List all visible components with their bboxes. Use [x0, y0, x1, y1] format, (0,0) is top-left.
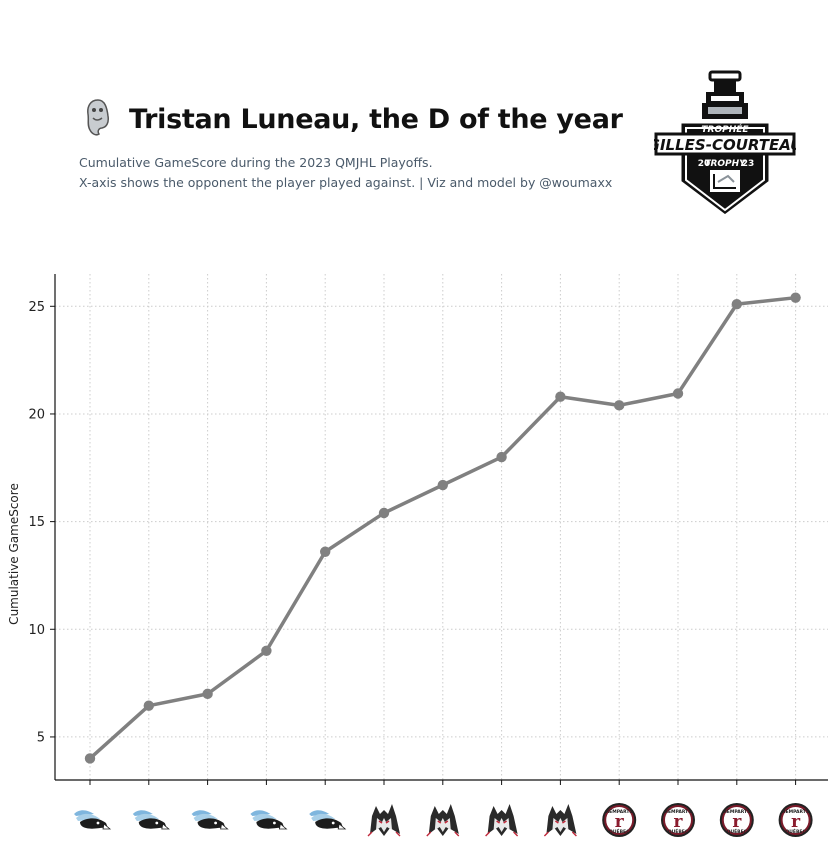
husky-accent-icon — [367, 831, 401, 837]
drakkar-head-icon — [256, 818, 285, 829]
trophy-year-left: 20 — [698, 159, 711, 169]
data-point — [790, 292, 801, 303]
husky-accent-icon — [485, 831, 519, 837]
drakkar-bird-logo — [309, 810, 347, 830]
drakkar-beak-icon — [220, 823, 229, 830]
remparts-text-top: REMPARTS — [665, 809, 692, 815]
data-point — [320, 546, 331, 557]
drakkar-eye-icon — [273, 821, 276, 825]
remparts-letter: r — [674, 812, 684, 832]
remparts-letter: r — [615, 812, 625, 832]
husky-eye-icon — [561, 820, 566, 824]
data-point — [672, 388, 684, 399]
remparts-text-bottom: QUÉBEC — [727, 827, 748, 835]
data-point — [496, 451, 507, 463]
remparts-text-top: REMPARTS — [606, 809, 633, 815]
trophy-text-top: TROPHÉE — [701, 123, 749, 135]
drakkar-bird-logo — [74, 810, 112, 830]
remparts-letter: r — [791, 812, 801, 832]
husky-wolf-logo — [485, 804, 519, 837]
drakkar-beak-icon — [278, 823, 288, 830]
drakkar-bird-logo — [191, 810, 229, 830]
drakkar-eye-icon — [96, 821, 100, 825]
trophy-text-bottom: TROPHY — [704, 159, 747, 169]
husky-wolf-logo — [426, 804, 460, 837]
drakkar-eye-icon — [155, 821, 159, 825]
husky-eye-icon — [385, 820, 390, 824]
data-point — [378, 507, 390, 519]
husky-eye-icon — [554, 820, 559, 824]
data-point — [437, 479, 448, 491]
husky-face-icon — [552, 818, 569, 832]
drakkar-head-icon — [197, 818, 226, 829]
remparts-text-bottom: QUÉBEC — [609, 827, 630, 835]
drakkar-eye-icon — [214, 821, 217, 825]
remparts-text-top: REMPARTS — [782, 809, 809, 815]
remparts-inner-icon — [604, 805, 635, 835]
y-axis-title: Cumulative GameScore — [7, 483, 21, 625]
data-point — [261, 645, 272, 657]
husky-wolf-logo — [543, 804, 577, 837]
player-team-logo — [87, 99, 109, 136]
chart-subtitle-line1: Cumulative GameScore during the 2023 QMJ… — [79, 155, 433, 170]
remparts-inner-icon — [780, 805, 811, 835]
data-point — [143, 700, 154, 711]
series-cumulative-gamescore — [84, 292, 801, 764]
drakkar-bird-logo — [250, 810, 288, 830]
trophy-text-main: GILLES-COURTEAU — [654, 136, 796, 154]
husky-face-icon — [376, 818, 392, 832]
data-point — [555, 391, 566, 402]
husky-face-icon — [434, 818, 451, 832]
husky-face-icon — [493, 818, 510, 832]
chart-title: Tristan Luneau, the D of the year — [129, 104, 623, 135]
chart-subtitle-line2: X-axis shows the opponent the player pla… — [79, 175, 613, 190]
y-tick-label: 15 — [28, 515, 45, 530]
husky-eye-icon — [503, 820, 508, 824]
axis-ticks: 5 10 15 20 25 — [28, 300, 797, 785]
drakkar-eye-icon — [331, 821, 335, 825]
data-point — [202, 688, 213, 700]
remparts-text-bottom: QUÉBEC — [668, 827, 689, 835]
drakkar-head-icon — [138, 818, 167, 829]
gilles-courteau-trophy-logo: TROPHÉE GILLES-COURTEAU 20 TROPHY 23 — [654, 70, 796, 218]
data-point — [614, 400, 625, 411]
y-tick-label: 5 — [37, 730, 45, 745]
y-tick-label: 10 — [28, 623, 45, 638]
husky-eye-icon — [444, 820, 449, 824]
grid — [55, 274, 828, 780]
drakkar-beak-icon — [337, 823, 347, 830]
x-axis-opponent-logos: REMPARTSrQUÉBECREMPARTSrQUÉBECREMPARTSrQ… — [74, 803, 813, 837]
remparts-inner-icon — [721, 805, 752, 835]
husky-accent-icon — [543, 831, 577, 837]
y-tick-label: 25 — [28, 300, 45, 315]
y-tick-label: 20 — [28, 407, 45, 422]
drakkar-bird-logo — [132, 810, 170, 830]
husky-eye-icon — [437, 820, 442, 824]
husky-eye-icon — [378, 820, 383, 824]
husky-wolf-logo — [367, 804, 401, 837]
drakkar-head-icon — [315, 818, 344, 829]
drakkar-beak-icon — [161, 823, 170, 830]
drakkar-head-icon — [80, 818, 108, 829]
remparts-letter: r — [732, 812, 742, 832]
drakkar-beak-icon — [102, 823, 112, 830]
husky-eye-icon — [496, 820, 501, 824]
trophy-year-right: 23 — [742, 159, 755, 169]
husky-accent-icon — [426, 831, 460, 837]
remparts-inner-icon — [663, 805, 693, 835]
data-point — [731, 298, 742, 310]
data-point — [84, 753, 96, 764]
remparts-text-bottom: QUÉBEC — [785, 827, 806, 835]
remparts-text-top: REMPARTS — [723, 809, 750, 815]
